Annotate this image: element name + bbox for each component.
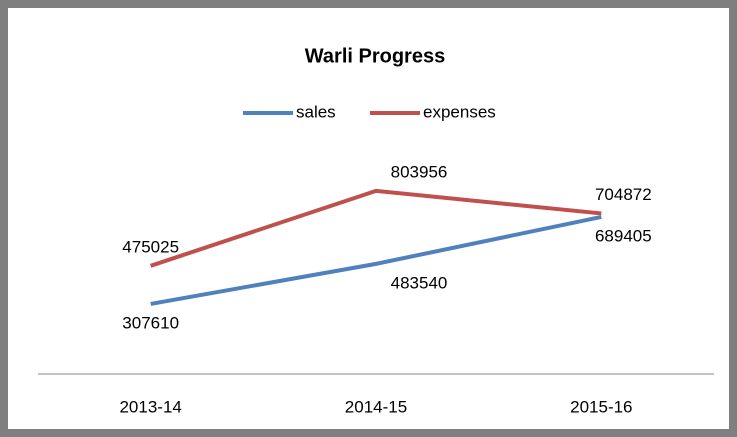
legend-label: expenses <box>423 102 496 121</box>
data-label: 689405 <box>595 226 652 245</box>
series-line <box>150 188 602 268</box>
series-line <box>150 215 602 306</box>
data-label: 475025 <box>122 237 179 256</box>
legend-label: sales <box>296 102 336 121</box>
chart-title: Warli Progress <box>305 45 445 67</box>
data-label: 704872 <box>595 185 652 204</box>
data-label: 307610 <box>122 313 179 332</box>
data-label: 483540 <box>391 273 448 292</box>
x-tick-label: 2013-14 <box>119 397 181 416</box>
data-label: 803956 <box>391 162 448 181</box>
x-tick-label: 2015-16 <box>570 397 632 416</box>
x-tick-label: 2014-15 <box>345 397 407 416</box>
